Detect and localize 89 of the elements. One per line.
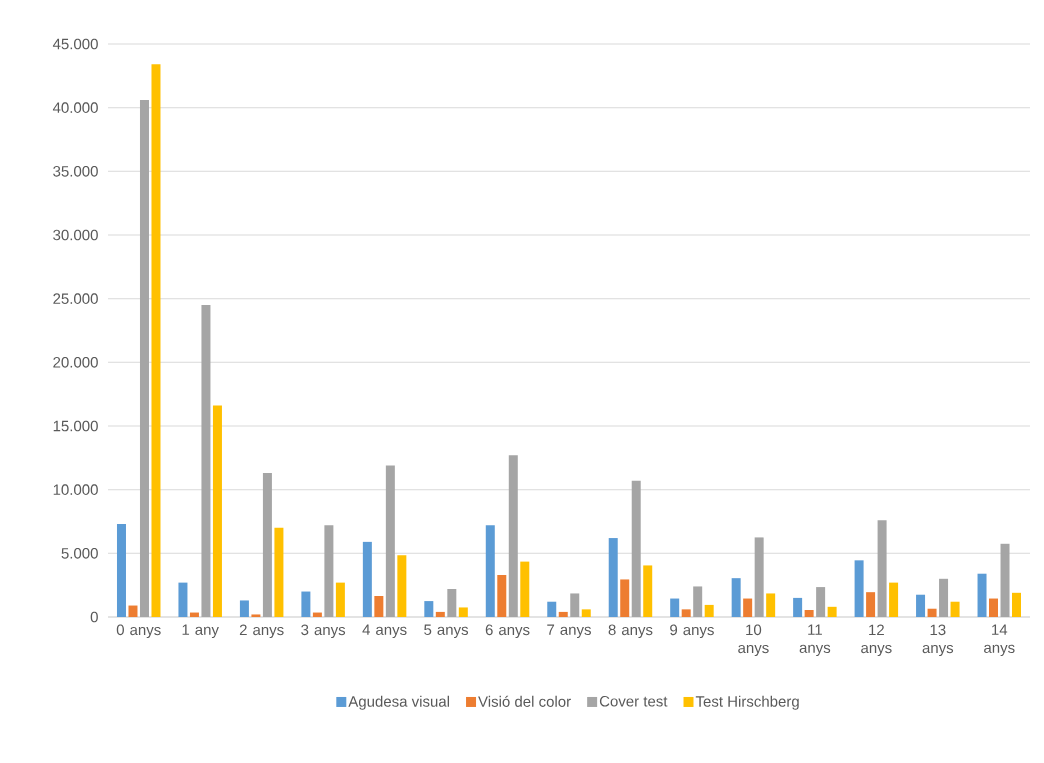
bar: [312, 612, 322, 617]
bar: [139, 100, 149, 617]
bar: [927, 608, 937, 617]
bar: [508, 455, 518, 617]
bar: [335, 582, 345, 617]
bar: [581, 609, 591, 617]
legend-label: Test Hirschberg: [695, 695, 799, 710]
bar: [693, 586, 703, 617]
x-tick-label: 8 anys: [608, 624, 653, 639]
bar: [116, 524, 126, 617]
x-tick-label: 2 anys: [239, 624, 284, 639]
bar: [877, 520, 887, 617]
bar: [670, 598, 680, 617]
y-tick-label: 45.000: [52, 38, 98, 50]
bar: [497, 574, 507, 617]
bar: [251, 614, 261, 617]
bar: [816, 587, 826, 617]
bar: [558, 611, 568, 617]
bar: [766, 593, 776, 617]
bar: [212, 405, 222, 617]
x-tick-label: 5 anys: [424, 624, 469, 638]
bar: [608, 538, 618, 617]
bar: [189, 612, 199, 617]
y-tick-label: 25.000: [53, 293, 98, 304]
bar: [570, 593, 580, 617]
bar: [704, 604, 714, 617]
x-tick-label: 10 anys: [738, 624, 769, 657]
bar: [989, 598, 999, 617]
bar: [643, 565, 653, 617]
x-tick-label: 0 anys: [116, 624, 161, 639]
x-tick-label: 13 anys: [922, 624, 954, 657]
y-tick-label: 20.000: [53, 357, 98, 368]
bar: [262, 473, 272, 617]
bar: [939, 578, 949, 617]
bar: [854, 560, 864, 617]
bar: [151, 64, 161, 617]
bar: [385, 465, 395, 617]
y-tick-label: 40.000: [52, 102, 98, 113]
bar: [547, 601, 557, 617]
x-tick-label: 14 anys: [984, 624, 1015, 656]
bar: [274, 527, 284, 617]
bar: [458, 607, 468, 617]
bar: [324, 525, 334, 617]
x-tick-label: 12 anys: [861, 624, 892, 657]
bar: [362, 541, 372, 617]
bar: [916, 594, 926, 617]
y-tick-label: 0: [90, 611, 98, 623]
y-tick-label: 10.000: [53, 484, 98, 495]
bar: [435, 611, 445, 617]
y-tick-label: 15.000: [53, 420, 98, 432]
bar: [754, 537, 764, 617]
x-tick-label: 7 anys: [547, 624, 591, 638]
x-tick-label: 11 anys: [799, 624, 831, 656]
bar: [977, 573, 987, 617]
bar: [631, 480, 641, 617]
bar: [485, 525, 495, 617]
bar: [620, 579, 630, 617]
bar: [178, 582, 188, 617]
bar: [1000, 543, 1010, 617]
bar: [128, 605, 138, 617]
bar: [424, 601, 434, 617]
legend-label: Agudesa visual: [348, 695, 449, 710]
bar: [743, 598, 753, 617]
bar: [681, 609, 691, 617]
bar: [827, 606, 837, 617]
bar: [397, 555, 407, 617]
y-tick-label: 30.000: [53, 229, 98, 241]
bar: [447, 588, 457, 617]
bar: [804, 610, 814, 617]
legend-label: Visió del color: [478, 695, 571, 707]
x-tick-label: 4 anys: [362, 624, 407, 638]
x-tick-label: 3 anys: [301, 624, 346, 639]
x-tick-label: 6 anys: [485, 624, 530, 639]
x-tick-label: 9 anys: [670, 624, 714, 639]
bar: [301, 591, 311, 617]
bar: [950, 601, 960, 617]
x-tick-label: 1 any: [182, 624, 219, 638]
legend-label: Cover test: [599, 695, 668, 707]
y-tick-label: 35.000: [53, 166, 98, 177]
bar: [793, 597, 803, 617]
bar: [731, 578, 741, 617]
bar: [239, 600, 249, 617]
bar: [520, 561, 530, 617]
bar: [889, 582, 899, 617]
bar: [374, 595, 384, 617]
bar: [866, 592, 876, 617]
bar: [1012, 592, 1022, 617]
y-tick-label: 5.000: [61, 548, 98, 559]
bar: [201, 305, 211, 617]
